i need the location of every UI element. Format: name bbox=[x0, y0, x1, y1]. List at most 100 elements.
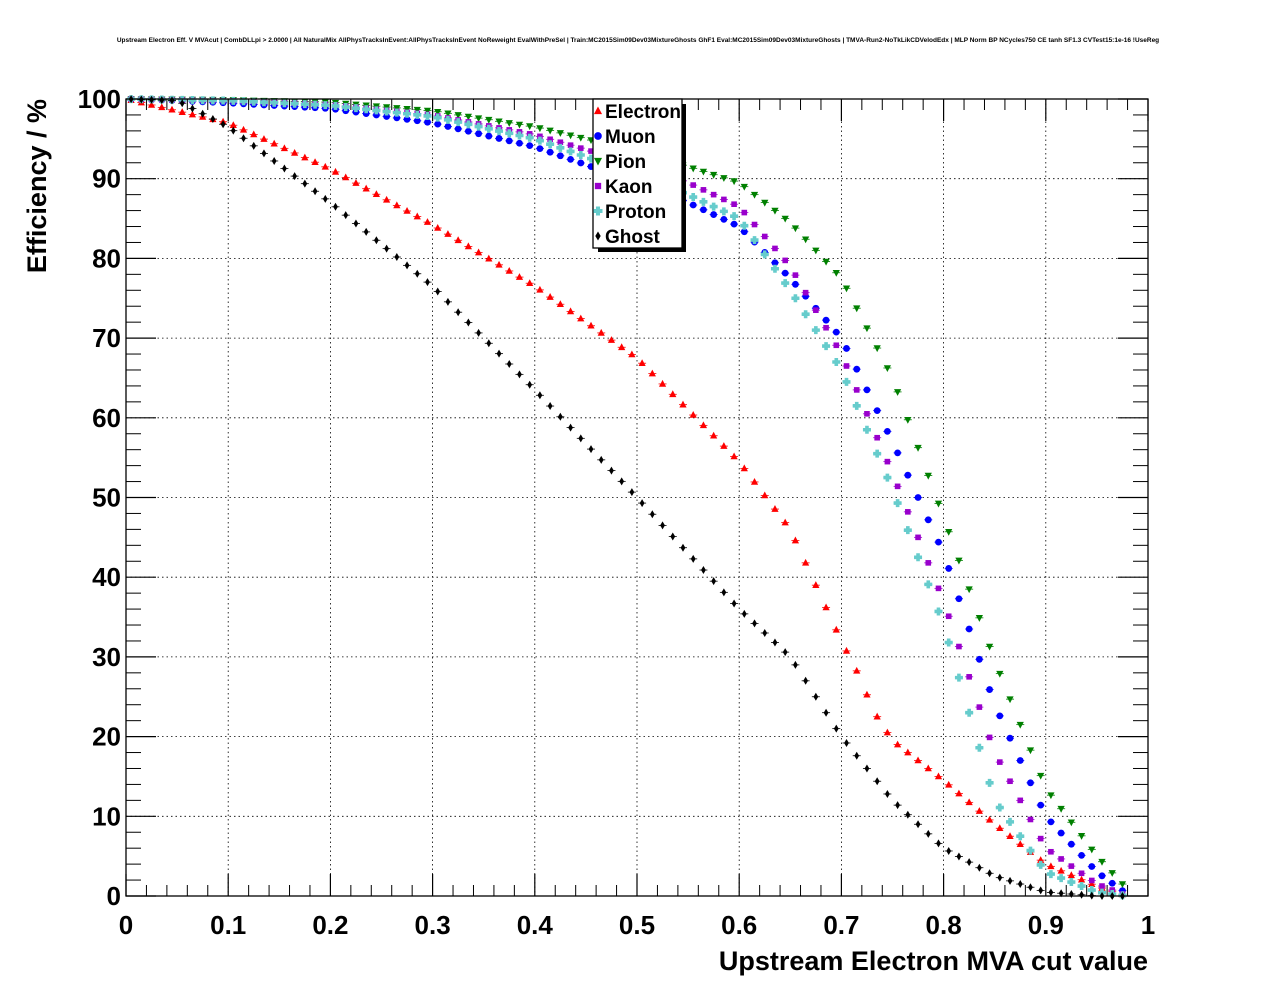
legend-marker-ghost bbox=[595, 231, 601, 241]
data-point-electron bbox=[434, 223, 442, 231]
data-point-electron bbox=[158, 103, 166, 111]
x-axis-title: Upstream Electron MVA cut value bbox=[719, 946, 1148, 976]
legend-marker-muon bbox=[594, 132, 602, 140]
data-point-electron bbox=[495, 260, 503, 268]
data-point-electron bbox=[669, 390, 677, 398]
x-tick-label: 0.5 bbox=[619, 910, 655, 940]
data-point-pion bbox=[566, 132, 575, 140]
data-point-electron bbox=[536, 285, 544, 293]
data-point-electron bbox=[996, 824, 1004, 832]
legend-label-muon: Muon bbox=[605, 127, 656, 148]
data-point-electron bbox=[444, 230, 452, 237]
data-point-electron bbox=[812, 581, 820, 588]
legend-box bbox=[592, 98, 683, 249]
data-point-electron bbox=[260, 135, 268, 142]
data-point-electron bbox=[965, 798, 973, 806]
data-point-pion bbox=[485, 116, 493, 124]
data-point-pion bbox=[1037, 772, 1045, 780]
data-point-electron bbox=[280, 144, 289, 152]
data-point-pion bbox=[914, 444, 922, 452]
data-point-pion bbox=[526, 123, 534, 131]
data-point-electron bbox=[730, 452, 738, 460]
data-point-pion bbox=[842, 285, 851, 293]
data-point-electron bbox=[771, 505, 779, 512]
data-point-pion bbox=[965, 586, 973, 594]
data-point-pion bbox=[505, 120, 513, 127]
y-tick-labels: 0 10 20 30 40 50 60 70 80 90 100 bbox=[78, 84, 121, 911]
y-axis-title: Efficiency / % bbox=[22, 99, 52, 273]
data-point-pion bbox=[883, 365, 891, 372]
data-point-electron bbox=[485, 254, 493, 262]
data-point-pion bbox=[444, 110, 452, 118]
legend-label-pion: Pion bbox=[605, 152, 646, 173]
data-point-electron bbox=[720, 442, 728, 449]
y-tick-label: 20 bbox=[92, 722, 121, 752]
data-point-electron bbox=[985, 815, 994, 823]
data-point-electron bbox=[597, 328, 605, 336]
data-point-electron bbox=[403, 206, 411, 214]
x-tick-label: 0.4 bbox=[517, 910, 554, 940]
data-point-electron bbox=[505, 266, 513, 274]
data-point-pion bbox=[413, 106, 421, 114]
data-point-electron bbox=[423, 218, 432, 225]
data-point-electron bbox=[710, 431, 718, 439]
data-point-electron bbox=[832, 625, 840, 633]
data-point-pion bbox=[689, 165, 697, 173]
data-point-pion bbox=[853, 305, 861, 313]
y-tick-label: 30 bbox=[92, 642, 121, 672]
data-point-electron bbox=[750, 477, 759, 485]
data-point-pion bbox=[434, 108, 442, 116]
y-tick-label: 80 bbox=[92, 243, 121, 273]
legend-label-ghost: Ghost bbox=[605, 227, 661, 248]
data-point-electron bbox=[250, 130, 258, 138]
data-point-pion bbox=[1057, 805, 1065, 813]
series-proton bbox=[127, 95, 1127, 900]
data-point-electron bbox=[331, 167, 340, 175]
data-point-electron bbox=[628, 350, 636, 358]
data-point-electron bbox=[1016, 840, 1024, 847]
y-tick-label: 10 bbox=[92, 801, 121, 831]
data-point-electron bbox=[699, 421, 708, 429]
x-tick-label: 0.8 bbox=[926, 910, 962, 940]
data-point-electron bbox=[454, 236, 462, 244]
data-point-pion bbox=[1098, 858, 1106, 866]
data-point-pion bbox=[985, 643, 994, 651]
data-point-electron bbox=[147, 100, 156, 108]
data-point-pion bbox=[873, 345, 881, 353]
data-point-electron bbox=[188, 110, 197, 118]
data-point-electron bbox=[638, 359, 646, 367]
x-tick-label: 0.9 bbox=[1028, 910, 1064, 940]
y-tick-label: 50 bbox=[92, 483, 121, 513]
data-point-pion bbox=[720, 175, 728, 182]
data-point-electron bbox=[658, 379, 667, 387]
data-point-pion bbox=[924, 472, 932, 480]
data-point-electron bbox=[168, 105, 176, 113]
data-point-electron bbox=[607, 336, 616, 343]
data-point-pion bbox=[975, 615, 983, 622]
data-point-electron bbox=[1006, 832, 1014, 840]
legend-label-electron: Electron bbox=[605, 102, 681, 123]
data-point-electron bbox=[372, 190, 380, 198]
data-point-electron bbox=[894, 740, 902, 748]
data-point-pion bbox=[934, 500, 943, 508]
data-point-pion bbox=[761, 199, 769, 207]
data-point-electron bbox=[546, 293, 554, 300]
y-tick-label: 0 bbox=[107, 881, 121, 911]
data-point-electron bbox=[689, 411, 697, 418]
data-point-pion bbox=[904, 416, 912, 424]
x-tick-label: 0.2 bbox=[312, 910, 348, 940]
legend-label-proton: Proton bbox=[605, 202, 666, 223]
data-point-pion bbox=[536, 125, 544, 133]
data-point-electron bbox=[352, 179, 360, 186]
data-point-electron bbox=[515, 273, 524, 280]
x-tick-label: 0.6 bbox=[721, 910, 757, 940]
data-point-electron bbox=[1047, 862, 1055, 870]
data-point-pion bbox=[546, 127, 554, 135]
x-tick-label: 0.3 bbox=[415, 910, 451, 940]
data-point-electron bbox=[975, 807, 983, 814]
data-point-pion bbox=[495, 118, 503, 126]
data-point-electron bbox=[955, 789, 963, 797]
data-point-pion bbox=[403, 105, 411, 113]
data-point-electron bbox=[873, 712, 881, 720]
y-tick-label: 60 bbox=[92, 403, 121, 433]
